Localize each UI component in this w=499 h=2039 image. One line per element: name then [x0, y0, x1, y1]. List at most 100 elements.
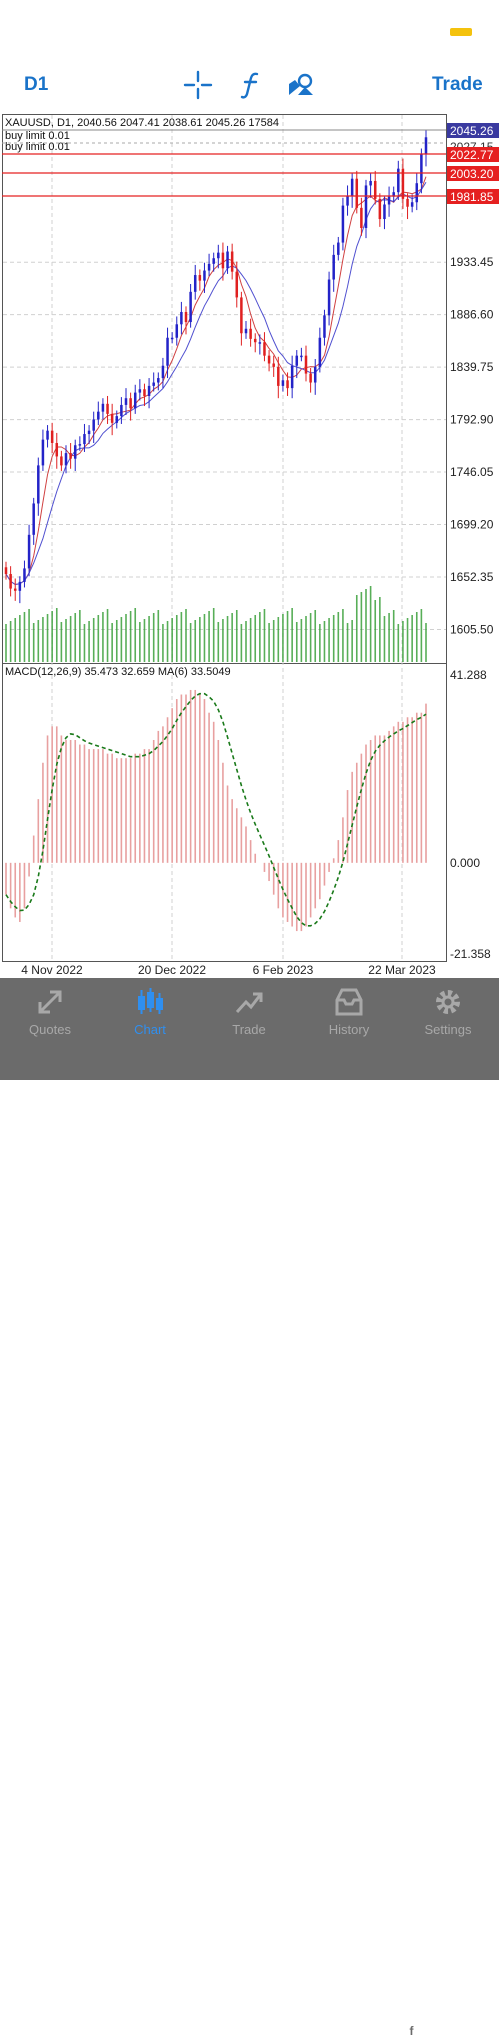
candle-body	[327, 279, 331, 316]
candle-body	[143, 389, 146, 396]
volume-bar	[83, 624, 86, 662]
candle-body	[212, 258, 215, 264]
volume-bar	[125, 614, 127, 662]
candle-body	[424, 137, 428, 155]
tab-label-quotes: Quotes	[29, 1022, 71, 1037]
macd-bar	[379, 735, 381, 863]
macd-bar	[129, 758, 132, 863]
volume-bar	[314, 610, 317, 662]
volume-bar	[406, 618, 409, 662]
candle-body	[198, 275, 202, 281]
candle-body	[230, 251, 234, 272]
tab-chart[interactable]: Chart	[100, 978, 200, 1048]
macd-bar	[88, 749, 90, 863]
crosshair-icon[interactable]	[183, 70, 213, 100]
price-tick-label: 1839.75	[450, 360, 494, 374]
macd-bar	[69, 740, 72, 863]
candle-body	[337, 242, 340, 255]
macd-bar	[194, 689, 197, 863]
trade-button[interactable]: Trade	[432, 74, 483, 95]
macd-bar	[245, 826, 247, 863]
bottom-tab-bar: Quotes Chart Trade History Settings f @南瓜…	[0, 978, 499, 2039]
macd-bar	[175, 699, 178, 863]
candle-body	[373, 180, 377, 199]
tab-history[interactable]: History	[299, 978, 399, 1048]
candle-body	[203, 270, 206, 281]
macd-bar	[355, 762, 358, 863]
macd-bar	[171, 708, 173, 863]
tab-label-history: History	[328, 1022, 370, 1037]
candle-body	[267, 355, 271, 364]
volume-bar	[295, 622, 298, 662]
candle-body	[387, 196, 391, 205]
candle-body	[101, 403, 105, 412]
objects-icon[interactable]	[286, 70, 316, 100]
tab-quotes[interactable]: Quotes	[0, 978, 100, 1048]
macd-bar	[300, 862, 303, 932]
level-label-3: 1981.85	[450, 190, 494, 204]
tab-label-trade: Trade	[232, 1022, 266, 1037]
candle-body	[152, 382, 155, 386]
candle-body	[170, 337, 174, 340]
timeframe-button[interactable]: D1	[24, 74, 49, 95]
tab-settings[interactable]: Settings	[398, 978, 498, 1048]
volume-bar	[134, 608, 137, 662]
macd-bar	[411, 717, 413, 863]
candle-body	[157, 378, 160, 383]
candle-body	[184, 311, 188, 323]
macd-bar	[365, 744, 367, 863]
macd-bar	[323, 862, 326, 886]
macd-bar	[19, 862, 21, 922]
macd-bar	[277, 862, 280, 909]
macd-bar	[148, 749, 150, 863]
volume-bar	[14, 618, 17, 662]
price-tick-label: 1652.35	[450, 570, 494, 584]
candle-body	[64, 453, 68, 466]
watermark: f @南瓜饼	[404, 2014, 485, 2039]
volume-bar	[240, 624, 243, 662]
volume-bar	[171, 618, 173, 662]
volume-bar	[208, 611, 210, 662]
volume-bar	[369, 586, 372, 662]
candle-body	[383, 204, 386, 220]
volume-bar	[217, 622, 220, 662]
macd-bar	[203, 699, 206, 863]
macd-bar	[346, 790, 349, 863]
candle-body	[313, 366, 317, 383]
chart-frame	[2, 114, 447, 962]
chart-area[interactable]: 2045.26 2027.15 2022.77 2003.20 1981.85 …	[0, 112, 499, 978]
order-label-2: buy limit 0.01	[5, 141, 70, 153]
candle-body	[415, 183, 419, 203]
macd-bar	[286, 862, 289, 922]
macd-bar	[143, 749, 146, 863]
macd-bar	[55, 726, 58, 863]
macd-bar	[319, 862, 321, 900]
volume-bar	[92, 618, 95, 662]
tab-trade[interactable]: Trade	[199, 978, 299, 1048]
macd-bar	[235, 808, 238, 863]
candle-body	[401, 168, 405, 199]
macd-bar	[282, 862, 284, 918]
volume-bar	[143, 619, 146, 662]
date-label: 22 Mar 2023	[368, 963, 436, 977]
candle-body	[378, 198, 382, 220]
volume-bar	[42, 617, 44, 662]
macd-bar	[231, 799, 233, 863]
volume-bar	[180, 612, 183, 662]
candle-body	[240, 297, 243, 334]
candle-body	[323, 315, 326, 338]
volume-bar	[148, 616, 150, 662]
volume-bar	[365, 589, 367, 662]
function-icon[interactable]	[236, 70, 266, 100]
volume-bar	[226, 616, 229, 662]
candle-body	[83, 434, 86, 445]
moving-average-fast	[5, 176, 427, 586]
candle-body	[253, 338, 257, 343]
candle-body	[106, 403, 109, 414]
price-chart[interactable]: 2045.26 2027.15 2022.77 2003.20 1981.85 …	[0, 112, 499, 978]
volume-bar	[235, 610, 238, 662]
chart-icon	[138, 988, 163, 1014]
candle-body	[97, 411, 100, 420]
candle-body	[133, 392, 137, 409]
level-label-1: 2022.77	[450, 148, 494, 162]
